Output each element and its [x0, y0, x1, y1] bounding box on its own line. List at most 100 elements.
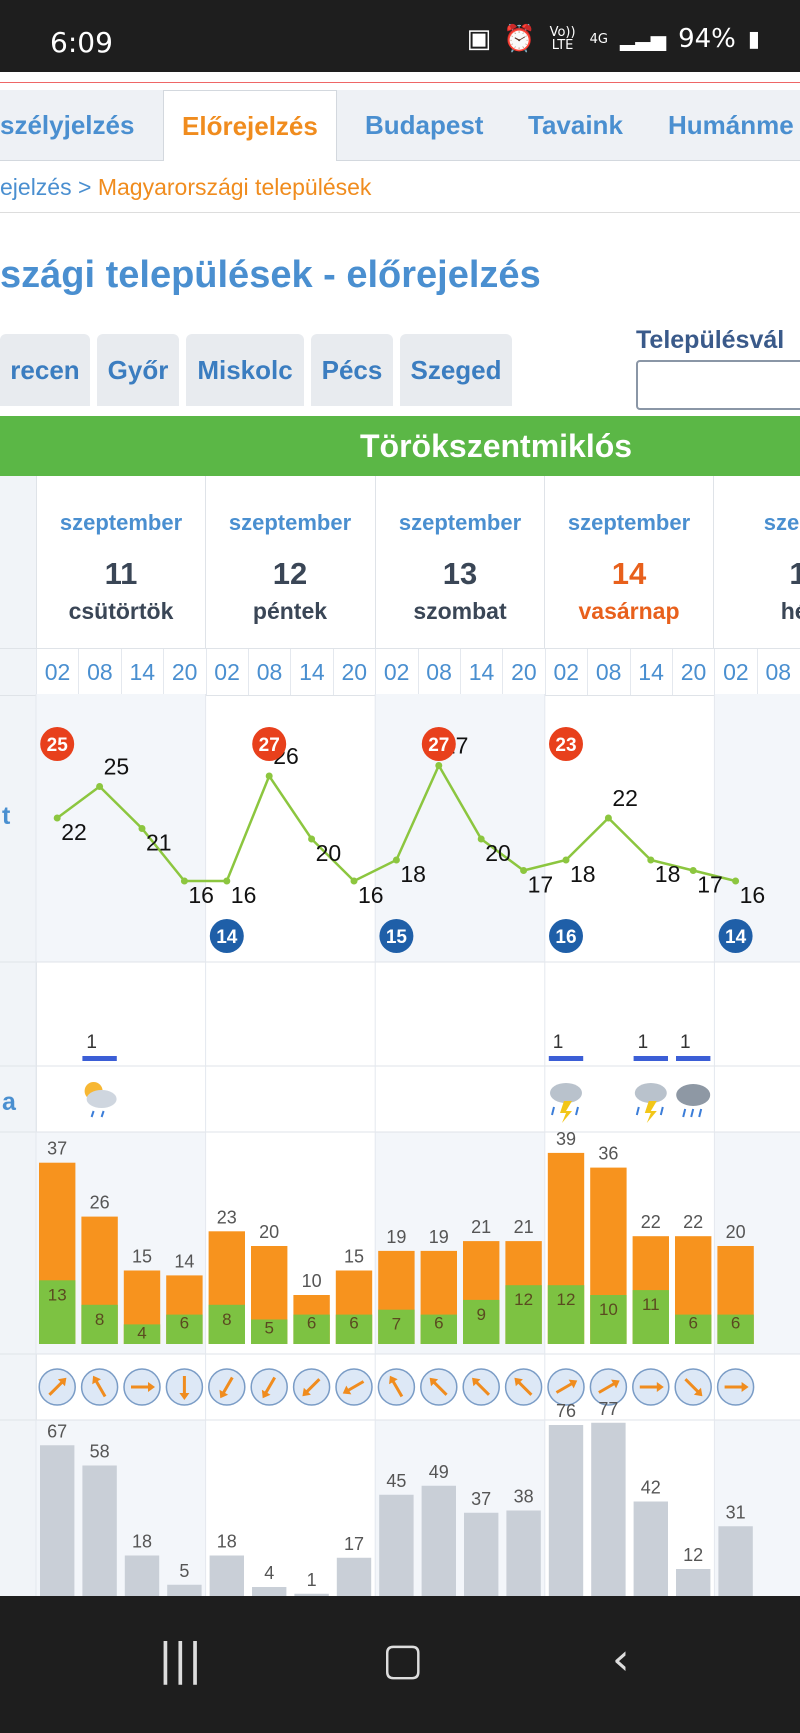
location-name: Törökszentmiklós [360, 428, 633, 464]
breadcrumb-current: Magyarországi települések [97, 174, 372, 200]
city-tab-pecs[interactable]: Pécs [311, 334, 393, 406]
cloud-cover-label: 49 [429, 1462, 449, 1482]
recent-apps-icon[interactable]: ||| [158, 1634, 203, 1685]
city-tab-debrecen[interactable]: recen [0, 334, 90, 406]
wind-mean-bar [293, 1314, 330, 1344]
cloud-cover-label: 17 [344, 1534, 364, 1554]
wind-mean-bar [632, 1290, 669, 1344]
city-tab-szeged[interactable]: Szeged [400, 334, 512, 406]
hour-label: 14 [290, 649, 332, 695]
precip-value: 1 [638, 1032, 649, 1053]
wind-mean-label: 6 [307, 1314, 316, 1333]
temperature-point [604, 814, 612, 822]
wind-mean-bar [123, 1324, 161, 1344]
breadcrumb: ejelzés > Magyarországi települések [0, 174, 371, 201]
temperature-row-label: t [2, 802, 11, 830]
wind-mean-label: 7 [392, 1315, 401, 1334]
wind-direction-icon [38, 1368, 76, 1406]
back-icon[interactable]: ‹ [612, 1634, 630, 1685]
day-weekday: szombat [413, 598, 507, 624]
wind-mean-bar [675, 1314, 712, 1344]
precip-bar [548, 1056, 584, 1061]
wind-mean-bar [505, 1285, 542, 1344]
hour-label: 08 [417, 649, 460, 695]
battery-level: 94% [678, 24, 736, 54]
temperature-label: 18 [570, 861, 596, 887]
battery-icon: ▮ [747, 26, 760, 52]
cloud-cover-bar [591, 1422, 626, 1596]
day-weekday: péntek [252, 598, 328, 624]
wind-gust-label: 20 [259, 1222, 279, 1242]
system-navigation-bar: ||| ▢ ‹ [0, 1596, 800, 1733]
volte-icon: Vo)) LTE [549, 25, 576, 53]
cloud-cover-bar [294, 1593, 329, 1596]
temperature-point [350, 877, 358, 885]
temperature-label: 16 [231, 882, 257, 908]
cloud-cover-bar [209, 1555, 244, 1596]
wind-gust-label: 19 [386, 1227, 406, 1247]
temperature-point [223, 877, 231, 885]
temperature-label: 21 [146, 830, 172, 856]
forecast-chart: 2225211616262016182720171822181716252727… [0, 694, 800, 1596]
cloud-cover-label: 76 [556, 1401, 576, 1421]
temperature-label: 17 [697, 872, 723, 898]
day-header: szepte 1 hét [713, 476, 800, 648]
wind-mean-bar [547, 1285, 585, 1344]
temperature-label: 18 [655, 861, 681, 887]
wind-gust-label: 10 [302, 1271, 322, 1291]
temperature-point [732, 877, 740, 885]
alarm-icon: ⏰ [503, 24, 536, 54]
precip-value: 1 [680, 1032, 691, 1053]
settlement-select[interactable] [636, 360, 800, 410]
tab-budapest[interactable]: Budapest [365, 110, 484, 140]
temperature-label: 20 [485, 840, 511, 866]
max-temp-badge [549, 727, 583, 761]
temperature-point [477, 835, 485, 843]
tab-elorejelzes[interactable]: Előrejelzés [163, 90, 337, 161]
temperature-point [435, 762, 443, 769]
wind-direction-icon [420, 1368, 458, 1406]
wind-mean-label: 12 [557, 1290, 576, 1309]
wind-mean-label: 4 [137, 1323, 146, 1342]
tab-tavaink[interactable]: Tavaink [528, 110, 623, 140]
wind-mean-label: 12 [514, 1290, 533, 1309]
cloud-cover-label: 1 [307, 1570, 317, 1590]
city-tab-miskolc[interactable]: Miskolc [186, 334, 304, 406]
cloud-cover-label: 37 [471, 1489, 491, 1509]
temperature-point [138, 825, 146, 832]
cloud-cover-label: 58 [90, 1442, 110, 1462]
day-number: 14 [611, 556, 647, 591]
wind-gust-label: 15 [344, 1247, 364, 1267]
wind-gust-label: 22 [683, 1212, 703, 1232]
wind-gust-label: 22 [641, 1212, 661, 1232]
wind-gust-label: 21 [471, 1217, 491, 1237]
tab-humanmeteorologia[interactable]: Humánme [668, 110, 794, 140]
day-weekday: hét [780, 598, 800, 624]
max-temp-value: 27 [428, 735, 449, 756]
thunderstorm-icon [634, 1083, 667, 1123]
precip-value: 1 [553, 1032, 564, 1053]
wind-mean-label: 9 [476, 1305, 485, 1324]
breadcrumb-separator: > [78, 174, 92, 200]
cloud-cover-bar [336, 1557, 372, 1596]
city-tab-gyor[interactable]: Győr [97, 334, 179, 406]
wind-mean-label: 6 [731, 1314, 740, 1333]
wind-mean-bar [420, 1314, 457, 1344]
breadcrumb-parent[interactable]: ejelzés [0, 174, 72, 200]
day-shade [375, 694, 545, 962]
wind-direction-icon [462, 1368, 500, 1406]
max-temp-badge [40, 727, 75, 761]
home-icon[interactable]: ▢ [382, 1634, 424, 1685]
wind-direction-icon [165, 1368, 204, 1406]
tab-veszelyjelzes[interactable]: szélyjelzés [0, 110, 135, 140]
wind-direction-icon [589, 1368, 628, 1406]
max-temp-value: 23 [555, 735, 576, 756]
temperature-point [562, 856, 570, 864]
temperature-point [53, 814, 61, 822]
wind-gust-label: 37 [47, 1139, 67, 1159]
hour-label: 02 [36, 649, 78, 695]
temperature-point [265, 772, 273, 780]
page-top-border [0, 72, 800, 83]
min-temp-value: 16 [555, 927, 576, 948]
precip-bar [676, 1056, 711, 1061]
